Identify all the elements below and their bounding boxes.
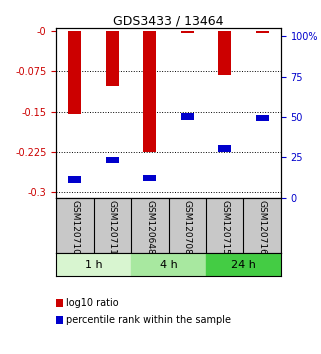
Bar bbox=[56, 253, 131, 276]
Bar bbox=[181, 113, 194, 120]
Text: GSM120715: GSM120715 bbox=[220, 200, 229, 255]
Bar bbox=[131, 253, 206, 276]
Bar bbox=[206, 253, 281, 276]
Title: GDS3433 / 13464: GDS3433 / 13464 bbox=[113, 14, 224, 27]
Bar bbox=[143, 31, 156, 152]
Bar bbox=[218, 31, 231, 75]
Bar bbox=[68, 31, 82, 114]
Bar bbox=[181, 31, 194, 33]
Text: 1 h: 1 h bbox=[85, 259, 102, 270]
Text: GSM120711: GSM120711 bbox=[108, 200, 117, 255]
Bar bbox=[143, 175, 156, 181]
Text: 24 h: 24 h bbox=[231, 259, 256, 270]
Bar bbox=[68, 176, 82, 183]
Bar bbox=[256, 31, 269, 33]
Text: GSM120710: GSM120710 bbox=[70, 200, 79, 255]
Text: GSM120708: GSM120708 bbox=[183, 200, 192, 255]
Bar bbox=[218, 145, 231, 152]
Bar bbox=[106, 157, 119, 163]
Text: log10 ratio: log10 ratio bbox=[66, 298, 119, 308]
Text: 4 h: 4 h bbox=[160, 259, 178, 270]
Bar bbox=[106, 31, 119, 86]
Text: GSM120648: GSM120648 bbox=[145, 200, 154, 255]
Bar bbox=[256, 115, 269, 121]
Text: GSM120716: GSM120716 bbox=[258, 200, 267, 255]
Text: percentile rank within the sample: percentile rank within the sample bbox=[66, 315, 231, 325]
